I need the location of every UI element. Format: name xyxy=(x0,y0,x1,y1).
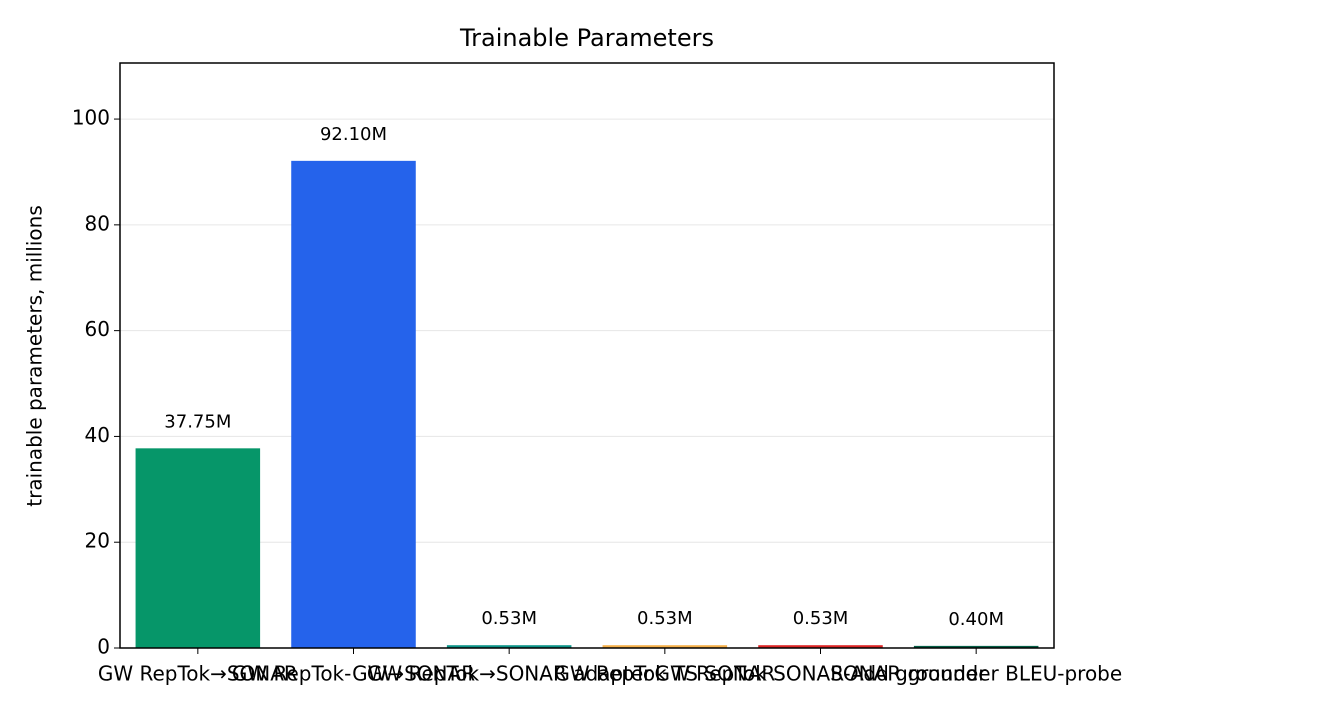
value-label: 0.53M xyxy=(481,608,537,629)
value-label: 0.53M xyxy=(793,608,849,629)
x-tick-label: GW RepTok TS SONAR xyxy=(554,662,775,686)
value-label: 0.40M xyxy=(948,609,1004,630)
plot-frame xyxy=(119,62,1055,649)
value-label: 0.53M xyxy=(637,608,693,629)
bar xyxy=(602,645,728,648)
y-tick-label: 100 xyxy=(72,106,110,130)
bar xyxy=(913,645,1039,648)
bar xyxy=(135,448,261,648)
x-tick-label: GW RepTok→SONAR adapter xyxy=(367,662,652,686)
y-axis-label: trainable parameters, millions xyxy=(23,205,47,506)
x-tick-label: SONAR grounder BLEU-probe xyxy=(830,662,1122,686)
chart-title: Trainable Parameters xyxy=(459,24,714,52)
value-label: 37.75M xyxy=(164,411,231,432)
y-tick-label: 20 xyxy=(85,529,110,553)
y-tick-label: 40 xyxy=(85,423,110,447)
bar xyxy=(758,645,883,648)
y-tick-label: 60 xyxy=(85,317,110,341)
bar xyxy=(446,645,572,648)
value-label: 92.10M xyxy=(320,124,387,145)
x-tick-label: GW RepTok SONAR-Add grounder xyxy=(655,662,988,686)
x-tick-label: GW RepTok-GW→SONAR xyxy=(232,662,475,686)
y-tick-label: 0 xyxy=(97,635,110,659)
bar xyxy=(291,160,416,649)
x-tick-label: GW RepTok→SONAR xyxy=(98,662,298,686)
y-tick-label: 80 xyxy=(85,211,110,235)
